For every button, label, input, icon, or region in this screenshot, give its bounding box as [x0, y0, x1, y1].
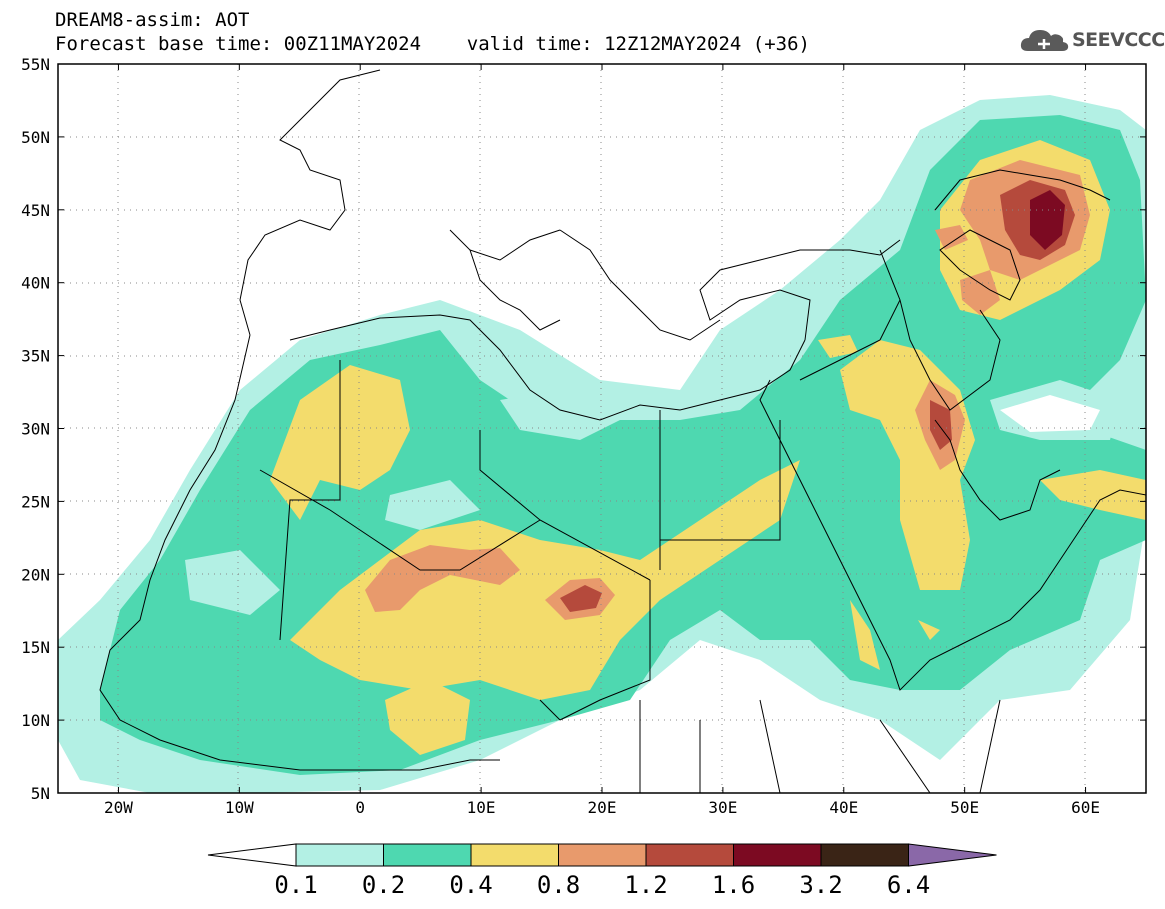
- aot-band-1.2: [560, 585, 602, 612]
- colorbar-swatch: [295, 843, 384, 867]
- aot-band-1.6: [1030, 190, 1065, 250]
- aot-band-0.8: [365, 545, 520, 612]
- lat-label: 25N: [21, 492, 50, 511]
- lat-label: 15N: [21, 638, 50, 657]
- lat-label: 10N: [21, 711, 50, 730]
- lon-label: 50E: [950, 798, 979, 817]
- colorbar-label: 0.2: [362, 871, 405, 899]
- lon-label: 10E: [467, 798, 496, 817]
- colorbar-label: 1.6: [712, 871, 755, 899]
- graticule: [58, 64, 1146, 793]
- x-axis: 20W 10W 0 10E 20E 30E 40E 50E 60E: [104, 64, 1100, 817]
- colorbar-swatch: [645, 843, 734, 867]
- colorbar: 0.1 0.2 0.4 0.8 1.2 1.6 3.2 6.4: [207, 843, 997, 899]
- colorbar-label: 3.2: [799, 871, 842, 899]
- colorbar-above-arrow: [908, 843, 997, 867]
- colorbar-label: 0.8: [537, 871, 580, 899]
- colorbar-label: 0.1: [274, 871, 317, 899]
- logo-text: SEEVCCC: [1072, 29, 1165, 51]
- lat-label: 30N: [21, 420, 50, 439]
- seevccc-logo: SEEVCCC: [1018, 24, 1165, 56]
- lat-label: 40N: [21, 274, 50, 293]
- aot-field: [58, 95, 1146, 793]
- colorbar-swatch: [558, 843, 647, 867]
- colorbar-swatch: [470, 843, 559, 867]
- lat-label: 45N: [21, 201, 50, 220]
- map-title: DREAM8-assim: AOT: [55, 9, 250, 31]
- lon-label: 30E: [708, 798, 737, 817]
- colorbar-swatch: [820, 843, 909, 867]
- lat-label: 5N: [31, 784, 50, 803]
- lat-label: 55N: [21, 55, 50, 74]
- colorbar-swatch: [733, 843, 822, 867]
- cloud-icon: [1020, 30, 1069, 51]
- lon-label: 10W: [225, 798, 254, 817]
- lon-label: 20W: [104, 798, 133, 817]
- lat-label: 35N: [21, 347, 50, 366]
- lat-label: 20N: [21, 565, 50, 584]
- lon-label: 0: [355, 798, 365, 817]
- coastlines: [99, 69, 1146, 793]
- colorbar-swatch: [383, 843, 472, 867]
- forecast-times: Forecast base time: 00Z11MAY2024 valid t…: [55, 33, 810, 55]
- colorbar-label: 0.4: [449, 871, 492, 899]
- y-axis: 55N 50N 45N 40N 35N 30N 25N 20N 15N 10N 5N: [21, 55, 1146, 803]
- lon-label: 20E: [588, 798, 617, 817]
- colorbar-label: 1.2: [624, 871, 667, 899]
- lon-label: 40E: [829, 798, 858, 817]
- lat-label: 50N: [21, 128, 50, 147]
- colorbar-below-arrow: [207, 843, 297, 867]
- lon-label: 60E: [1071, 798, 1100, 817]
- colorbar-label: 6.4: [887, 871, 930, 899]
